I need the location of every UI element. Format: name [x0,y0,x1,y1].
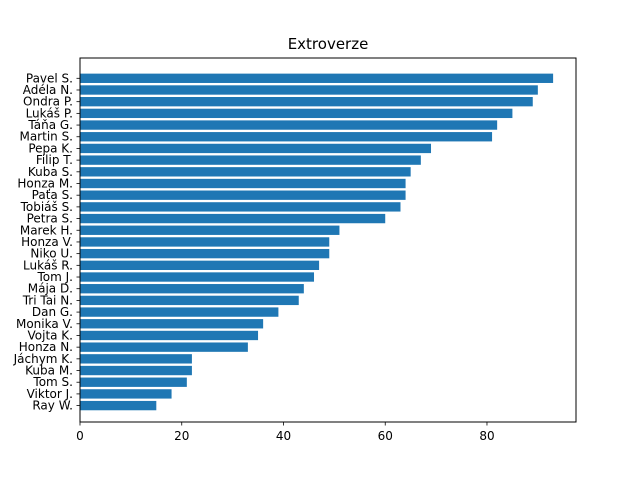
bar [80,225,340,235]
y-tick-label: Lukáš P. [26,106,73,120]
bar [80,155,421,165]
bars-group [80,73,554,411]
bar [80,260,320,271]
y-tick-label: Dan G. [32,305,73,319]
y-tick-label: Monika V. [16,317,73,331]
bar [80,400,157,411]
y-tick-label: Ray W. [32,399,73,413]
y-tick-label: Niko U. [30,247,73,261]
bar [80,178,406,189]
y-tick-label: Kuba S. [28,165,73,179]
x-tick-label: 0 [76,429,84,443]
bar [80,108,513,119]
plot-frame [79,57,577,423]
y-tick-labels: Pavel S.Adéla N.Ondra P.Lukáš P.Táňa G.M… [13,71,80,413]
bar [80,365,192,376]
x-tick-label: 40 [276,429,291,443]
y-tick-label: Vojta K. [27,328,73,342]
y-tick-label: Filip T. [36,153,73,167]
y-tick-label: Mája D. [28,282,73,296]
y-tick-label: Lukáš R. [23,258,73,272]
y-tick-label: Honza N. [19,340,73,354]
bar [80,272,315,282]
chart-title: Extroverze [288,35,369,53]
bar [80,143,432,154]
x-axis: 0 20 40 60 80 [76,422,495,443]
bar [80,342,248,352]
y-tick-label: Honza M. [17,177,73,191]
y-tick-label: Petra S. [27,212,73,226]
bar [80,85,538,95]
bar [80,319,264,329]
bar [80,389,172,399]
bar [80,330,259,341]
bar [80,120,498,130]
bar [80,73,554,83]
y-tick-label: Martin S. [19,130,73,144]
y-tick-label: Ondra P. [23,95,73,109]
y-tick-label: Tri Tai N. [22,293,73,307]
bar [80,167,411,177]
x-tick-label: 20 [174,429,189,443]
bar [80,213,386,224]
x-tick-label: 60 [378,429,393,443]
bar [80,284,304,294]
y-tick-label: Táňa G. [27,118,73,132]
y-tick-label: Paťa S. [32,188,73,202]
bar [80,307,279,317]
y-tick-label: Tom S. [32,375,73,389]
y-tick-label: Jáchym K. [13,352,73,366]
bar [80,132,493,142]
bar [80,354,192,364]
bar [80,295,299,306]
bar [80,97,533,107]
y-tick-label: Adéla N. [23,83,73,97]
bar [80,377,187,387]
bar [80,237,330,247]
bar [80,248,330,259]
y-tick-label: Viktor J. [27,387,73,401]
y-tick-label: Tobiáš S. [20,200,73,214]
y-tick-label: Marek H. [20,223,73,237]
x-tick-label: 80 [479,429,494,443]
y-tick-label: Pavel S. [26,71,73,85]
y-tick-label: Pepa K. [28,141,73,155]
y-tick-label: Kuba M. [25,364,73,378]
bar [80,202,401,212]
y-tick-label: Tom J. [37,270,74,284]
y-tick-label: Honza V. [21,235,73,249]
bar [80,190,406,200]
